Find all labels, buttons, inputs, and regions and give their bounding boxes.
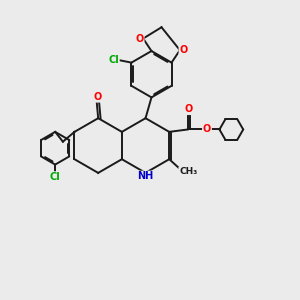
Text: O: O [185,104,193,114]
Text: O: O [136,34,144,44]
Text: O: O [94,92,102,102]
Text: CH₃: CH₃ [179,167,197,176]
Text: O: O [179,45,188,55]
Text: Cl: Cl [50,172,61,182]
Text: O: O [203,124,211,134]
Text: Cl: Cl [108,55,119,65]
Text: NH: NH [137,172,154,182]
